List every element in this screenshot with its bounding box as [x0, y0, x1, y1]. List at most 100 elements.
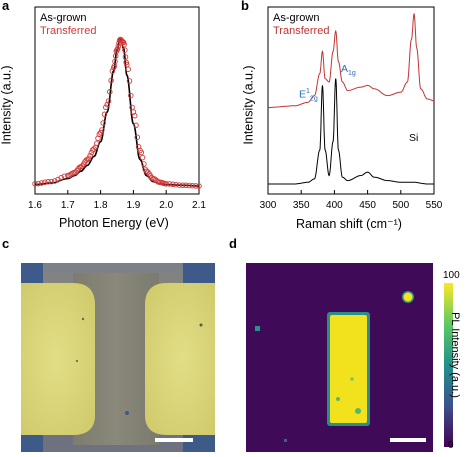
- data-point: [107, 89, 113, 95]
- data-point: [84, 156, 91, 163]
- data-point: [87, 153, 93, 159]
- data-point: [86, 155, 92, 162]
- data-point: [93, 140, 100, 147]
- data-point: [72, 169, 79, 175]
- speck: [81, 317, 85, 321]
- data-point: [141, 161, 147, 167]
- x-tick-label: 2.1: [192, 200, 206, 211]
- data-point: [166, 181, 173, 187]
- legend-as-grown-a: As-grown: [40, 12, 87, 24]
- pl-dot: [403, 292, 413, 302]
- panel-a-axes-frame: [34, 6, 200, 195]
- peak-label-si: Si: [409, 132, 419, 144]
- pl-flake: [330, 315, 367, 423]
- x-tick-label: 500: [392, 200, 409, 211]
- series-as-grown: [268, 78, 434, 185]
- data-point: [120, 39, 127, 46]
- data-point: [173, 181, 179, 188]
- data-point: [130, 109, 137, 115]
- peak-label-e2g: E12g: [299, 88, 318, 103]
- panel-b-data: [268, 12, 434, 185]
- x-tick-label: 2.0: [159, 200, 173, 211]
- panel-letter-a: a: [2, 0, 10, 13]
- data-point: [114, 46, 121, 52]
- data-point: [58, 174, 64, 181]
- data-point: [122, 47, 128, 53]
- pl-intensity-map: [246, 263, 453, 452]
- scale-bar-d: [390, 438, 426, 442]
- x-tick-label: 400: [326, 200, 343, 211]
- panel-letter-b: b: [241, 0, 249, 13]
- data-point: [186, 182, 192, 189]
- data-point: [170, 181, 176, 188]
- electrode-lead-bottom-right: [183, 430, 215, 452]
- data-point: [196, 183, 202, 189]
- speck: [75, 359, 79, 363]
- pl-spot: [355, 408, 361, 414]
- optical-micrograph: [21, 263, 215, 452]
- pl-spot: [336, 397, 340, 401]
- colorbar-max-label: 100: [443, 270, 460, 281]
- data-point: [139, 154, 146, 161]
- data-point: [125, 66, 131, 72]
- panel-a-xlabel: Photon Energy (eV): [59, 216, 169, 230]
- colorbar: [444, 283, 453, 447]
- x-tick-label: 350: [293, 200, 310, 211]
- data-point: [128, 92, 134, 99]
- data-point: [48, 178, 55, 185]
- data-point: [35, 180, 42, 187]
- speck: [125, 411, 129, 415]
- x-tick-label: 450: [359, 200, 376, 211]
- electrode-pad-left: [21, 283, 95, 435]
- data-point: [189, 182, 196, 189]
- series-transferred: [268, 12, 434, 108]
- peak-label-a1g: A1g: [341, 63, 356, 78]
- data-point: [163, 181, 169, 187]
- electrode-lead-bottom-left: [21, 430, 43, 452]
- data-point: [134, 134, 141, 140]
- data-point: [192, 183, 199, 189]
- data-point: [32, 181, 38, 187]
- electrode-pad-right: [145, 283, 215, 435]
- legend-transferred-a: Transferred: [40, 25, 97, 37]
- x-tick-label: 300: [260, 200, 277, 211]
- pl-small-dot: [255, 326, 260, 331]
- pl-small-dot: [284, 439, 287, 442]
- data-point: [105, 98, 112, 104]
- data-point: [179, 182, 186, 189]
- data-point: [91, 146, 97, 152]
- scale-bar-c: [155, 438, 193, 442]
- panel-letter-d: d: [229, 236, 237, 251]
- colorbar-label: PL Intensity (a.u.): [448, 312, 461, 398]
- data-point: [103, 104, 109, 111]
- x-tick-label: 1.7: [61, 200, 75, 211]
- data-point: [112, 58, 118, 65]
- x-tick-label: 1.8: [94, 200, 108, 211]
- data-point: [51, 178, 58, 184]
- x-tick-label: 1.6: [28, 200, 42, 211]
- speck: [199, 323, 203, 327]
- data-point: [101, 111, 108, 118]
- panel-b-ticks: 300 350 400 450 500 550: [260, 190, 443, 211]
- data-point: [100, 120, 106, 126]
- data-point: [88, 149, 95, 156]
- data-point: [38, 180, 45, 186]
- data-point: [115, 43, 122, 50]
- pl-spot: [350, 377, 354, 381]
- data-point: [122, 54, 129, 60]
- panel-b-xlabel: Raman shift (cm⁻¹): [296, 217, 402, 231]
- data-point: [138, 149, 145, 156]
- data-point: [108, 77, 114, 84]
- series-transferred: [32, 36, 202, 189]
- data-point: [104, 101, 110, 108]
- legend-transferred-b: Transferred: [273, 25, 330, 37]
- panel-letter-c: c: [2, 236, 10, 251]
- data-point: [109, 68, 116, 74]
- x-tick-label: 1.9: [126, 200, 140, 211]
- data-point: [45, 179, 51, 185]
- photoluminescence-chart: 1.6 1.7 1.8 1.9 2.0 2.1: [28, 6, 206, 211]
- legend-as-grown-b: As-grown: [273, 12, 320, 24]
- raman-chart: 300 350 400 450 500 550: [260, 6, 443, 211]
- data-point: [114, 47, 120, 53]
- data-point: [176, 182, 183, 188]
